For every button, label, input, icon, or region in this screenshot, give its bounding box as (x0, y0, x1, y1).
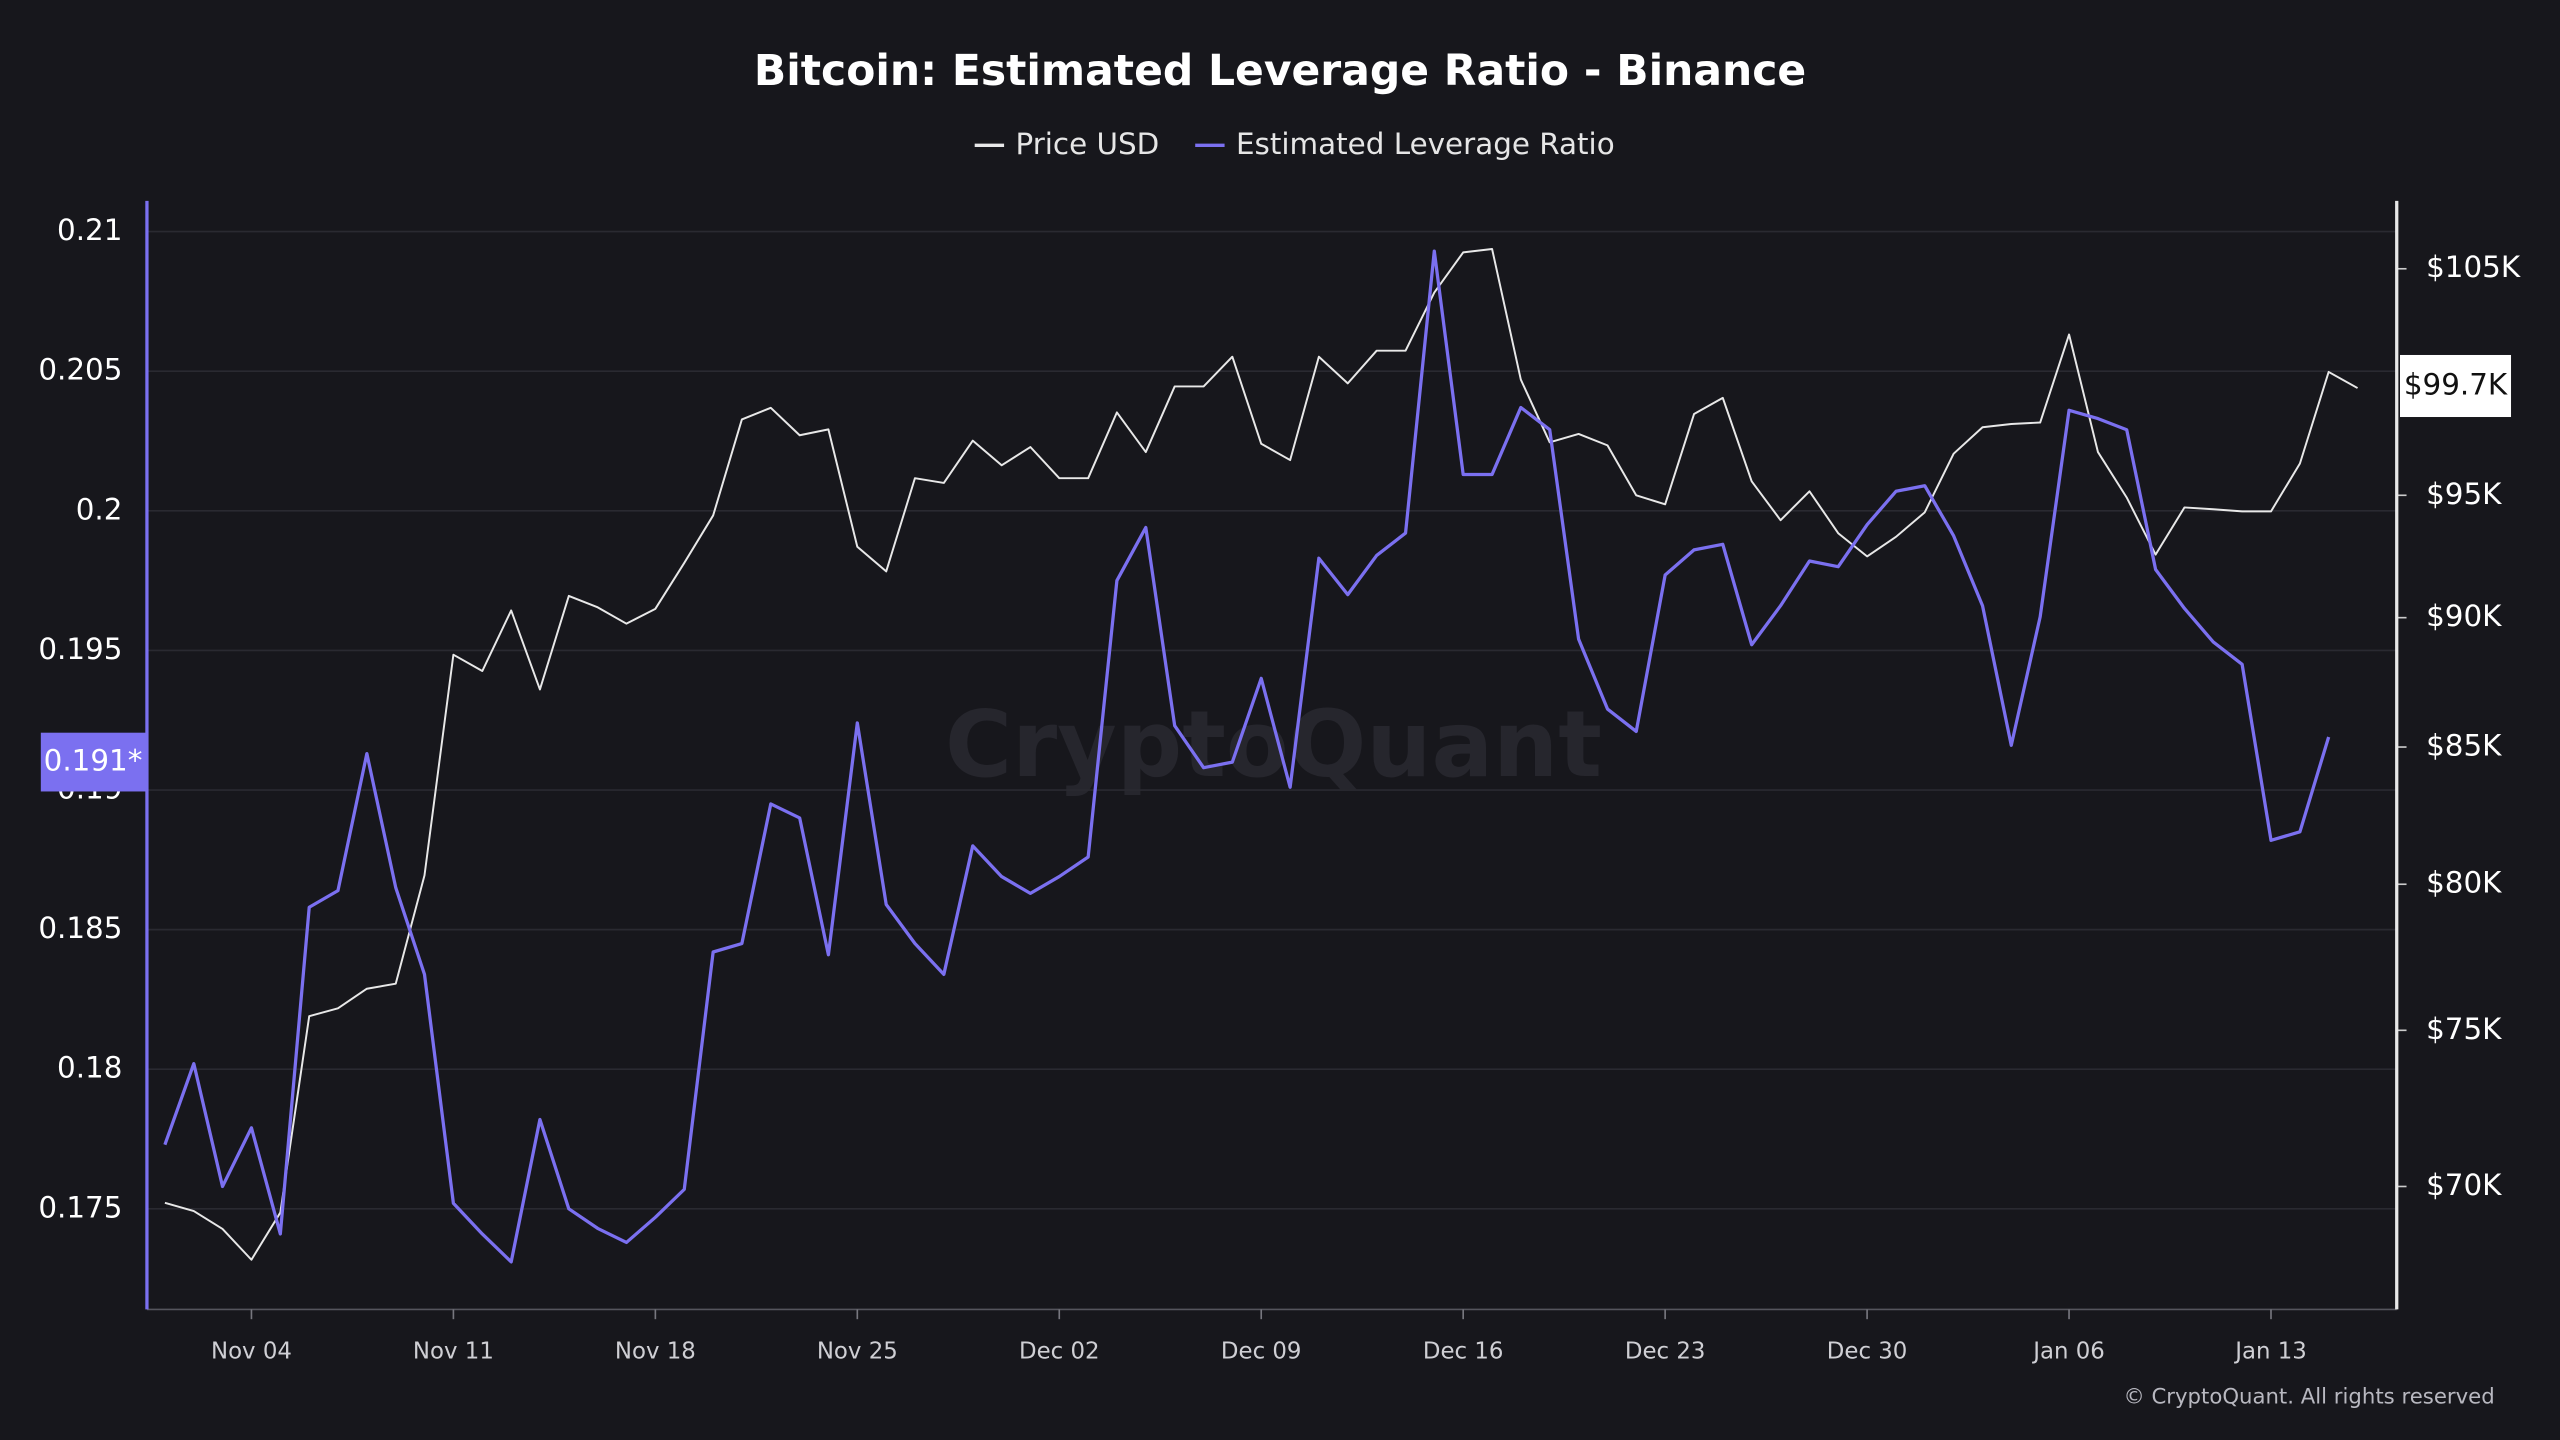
x-tick-label: Dec 23 (1625, 1338, 1706, 1364)
y2-tick-label: $70K (2426, 1168, 2502, 1202)
x-tick-label: Dec 02 (1019, 1338, 1100, 1364)
y-tick-label: 0.21 (57, 213, 122, 247)
legend-label: Price USD (1016, 127, 1160, 161)
y-tick-label: 0.185 (38, 911, 122, 945)
y2-marker-label: $99.7K (2404, 367, 2508, 401)
y2-tick-label: $90K (2426, 599, 2502, 633)
chart-title: Bitcoin: Estimated Leverage Ratio - Bina… (754, 47, 1806, 96)
y-tick-label: 0.205 (38, 353, 122, 387)
x-tick-label: Dec 30 (1827, 1338, 1908, 1364)
y-marker-box (40, 732, 147, 792)
y2-tick-label: $95K (2426, 477, 2502, 511)
y2-marker-box (2400, 354, 2512, 418)
footer: © CryptoQuant. All rights reserved (2124, 1385, 2495, 1410)
y-marker-label: 0.191* (44, 744, 143, 778)
series-line (164, 248, 2359, 1261)
x-tick-label: Jan 06 (2031, 1338, 2105, 1364)
watermark: CryptoQuant (945, 691, 1602, 798)
x-tick-label: Nov 18 (615, 1338, 696, 1364)
series-line (163, 249, 2331, 1264)
y-tick-label: 0.2 (76, 492, 123, 526)
y2-tick-label: $105K (2426, 250, 2521, 284)
x-tick-label: Jan 13 (2233, 1338, 2307, 1364)
y2-tick-label: $75K (2426, 1012, 2502, 1046)
x-tick-label: Dec 16 (1423, 1338, 1504, 1364)
y-tick-label: 0.195 (38, 632, 122, 666)
x-tick-label: Dec 09 (1221, 1338, 1302, 1364)
y2-tick-label: $80K (2426, 866, 2502, 900)
y2-tick-label: $85K (2426, 729, 2502, 763)
x-tick-label: Nov 04 (211, 1338, 292, 1364)
legend-label: Estimated Leverage Ratio (1236, 127, 1615, 161)
legend: Price USD Estimated Leverage Ratio (974, 127, 1615, 161)
y-tick-label: 0.18 (57, 1051, 122, 1085)
x-tick-label: Nov 25 (817, 1338, 898, 1364)
y-tick-label: 0.175 (38, 1190, 122, 1224)
x-tick-label: Nov 11 (413, 1338, 494, 1364)
